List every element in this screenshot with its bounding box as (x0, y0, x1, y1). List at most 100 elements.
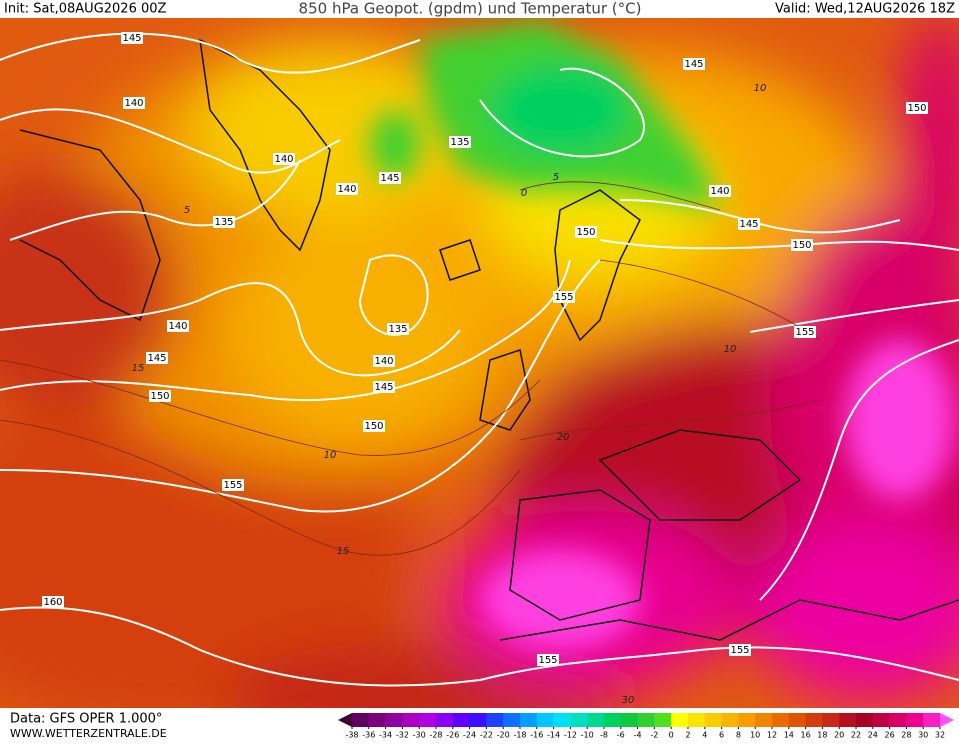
label-box (537, 654, 559, 666)
temperature-label: 10 (724, 344, 737, 355)
temperature-label: 5 (553, 172, 559, 183)
data-source: Data: GFS OPER 1.000° (10, 712, 162, 727)
colorbar-swatch (520, 713, 538, 727)
colorbar-swatch (402, 713, 420, 727)
colorbar-swatch (587, 713, 605, 727)
label-box (791, 239, 813, 251)
init-time: Init: Sat,08AUG2026 00Z (4, 2, 167, 17)
colorbar-swatch (654, 713, 672, 727)
colorbar-tick-label: 0 (669, 731, 674, 740)
colorbar-tick-label: -28 (429, 731, 442, 740)
colorbar-swatch (352, 713, 370, 727)
geopotential-label: 145 (739, 219, 758, 230)
geopotential-label: 145 (147, 353, 166, 364)
colorbar-swatch (385, 713, 403, 727)
colorbar-swatch (637, 713, 655, 727)
geopotential-label: 145 (684, 59, 703, 70)
colorbar-tick-label: -22 (480, 731, 493, 740)
label-box (387, 323, 409, 335)
colorbar-tick-label: -32 (396, 731, 409, 740)
colorbar-tick-label: -20 (497, 731, 510, 740)
colorbar-tick-label: 16 (801, 731, 811, 740)
colorbar-tick-label: 28 (901, 731, 911, 740)
colorbar-swatch (436, 713, 454, 727)
geopotential-label: 145 (374, 382, 393, 393)
label-box (906, 102, 928, 114)
temperature-label: 15 (132, 363, 145, 374)
geopotential-label: 140 (374, 356, 393, 367)
geopotential-label: 135 (450, 137, 469, 148)
colorbar-arrow (338, 713, 352, 727)
colorbar-swatch (486, 713, 504, 727)
colorbar: -38 -36 -34 -32 -30 -28 -26 -24 -22 -20 -18 -16 -14-… (338, 713, 954, 740)
label-box (738, 218, 760, 230)
colorbar-tick-label: 26 (885, 731, 895, 740)
valid-time: Valid: Wed,12AUG2026 18Z (775, 2, 955, 17)
label-box (709, 185, 731, 197)
geopotential-label: 135 (388, 324, 407, 335)
temperature-label: 20 (557, 432, 570, 443)
colorbar-tick-label: 6 (719, 731, 724, 740)
geopotential-label: 155 (795, 327, 814, 338)
label-box (149, 390, 171, 402)
colorbar-swatch (503, 713, 521, 727)
geopotential-label: 140 (337, 184, 356, 195)
geopotential-label: 150 (907, 103, 926, 114)
label-box (553, 291, 575, 303)
temperature-field (0, 18, 959, 708)
colorbar-tick-label: -38 (345, 731, 358, 740)
map-title: 850 hPa Geopot. (gpdm) und Temperatur (°… (299, 0, 642, 18)
geopotential-label: 135 (214, 217, 233, 228)
coastlines (19, 38, 959, 641)
colorbar-swatch (872, 713, 891, 727)
colorbar-swatch (419, 713, 437, 727)
isobars (0, 32, 959, 687)
geopotential-label: 155 (730, 645, 749, 656)
geopotential-label: 160 (43, 597, 62, 608)
colorbar-tick-label: -24 (463, 731, 476, 740)
colorbar-tick-label: 2 (685, 731, 690, 740)
temperature-label: 30 (622, 695, 635, 706)
colorbar-swatch (688, 713, 706, 727)
colorbar-tick-label: 12 (767, 731, 777, 740)
geopotential-label: 155 (538, 655, 557, 666)
label-box (123, 97, 145, 109)
colorbar-swatch (755, 713, 773, 727)
colorbar-tick-label: 18 (817, 731, 827, 740)
label-box (42, 596, 64, 608)
colorbar-swatch (704, 713, 723, 727)
label-box (213, 216, 235, 228)
label-box (146, 352, 168, 364)
geopotential-label: 150 (576, 227, 595, 238)
colorbar-arrow (940, 713, 954, 727)
label-box (683, 58, 705, 70)
colorbar-tick-label: 24 (868, 731, 878, 740)
label-box (167, 320, 189, 332)
label-box (794, 326, 816, 338)
colorbar-swatch (856, 713, 874, 727)
colorbar-tick-label: -4 (634, 731, 642, 740)
colorbar-swatch (620, 713, 639, 727)
label-box (449, 136, 471, 148)
label-box (363, 420, 385, 432)
colorbar-tick-label: 8 (736, 731, 741, 740)
colorbar-tick-label: -34 (379, 731, 392, 740)
colorbar-tick-label: -8 (600, 731, 608, 740)
label-box (729, 644, 751, 656)
colorbar-swatch (536, 713, 555, 727)
colorbar-tick-label: 32 (935, 731, 945, 740)
colorbar-swatch (906, 713, 924, 727)
labels: 1451401401401451351351401451501351401451… (42, 32, 928, 706)
label-box (273, 153, 295, 165)
colorbar-tick-label: 20 (834, 731, 844, 740)
colorbar-swatch (738, 713, 756, 727)
colorbar-tick-label: -18 (513, 731, 526, 740)
geopotential-label: 155 (554, 292, 573, 303)
isotherms (0, 181, 821, 556)
label-box (336, 183, 358, 195)
geopotential-label: 140 (274, 154, 293, 165)
colorbar-tick-label: 4 (702, 731, 707, 740)
colorbar-tick-label: -30 (413, 731, 426, 740)
geopotential-label: 140 (124, 98, 143, 109)
geopotential-label: 150 (150, 391, 169, 402)
